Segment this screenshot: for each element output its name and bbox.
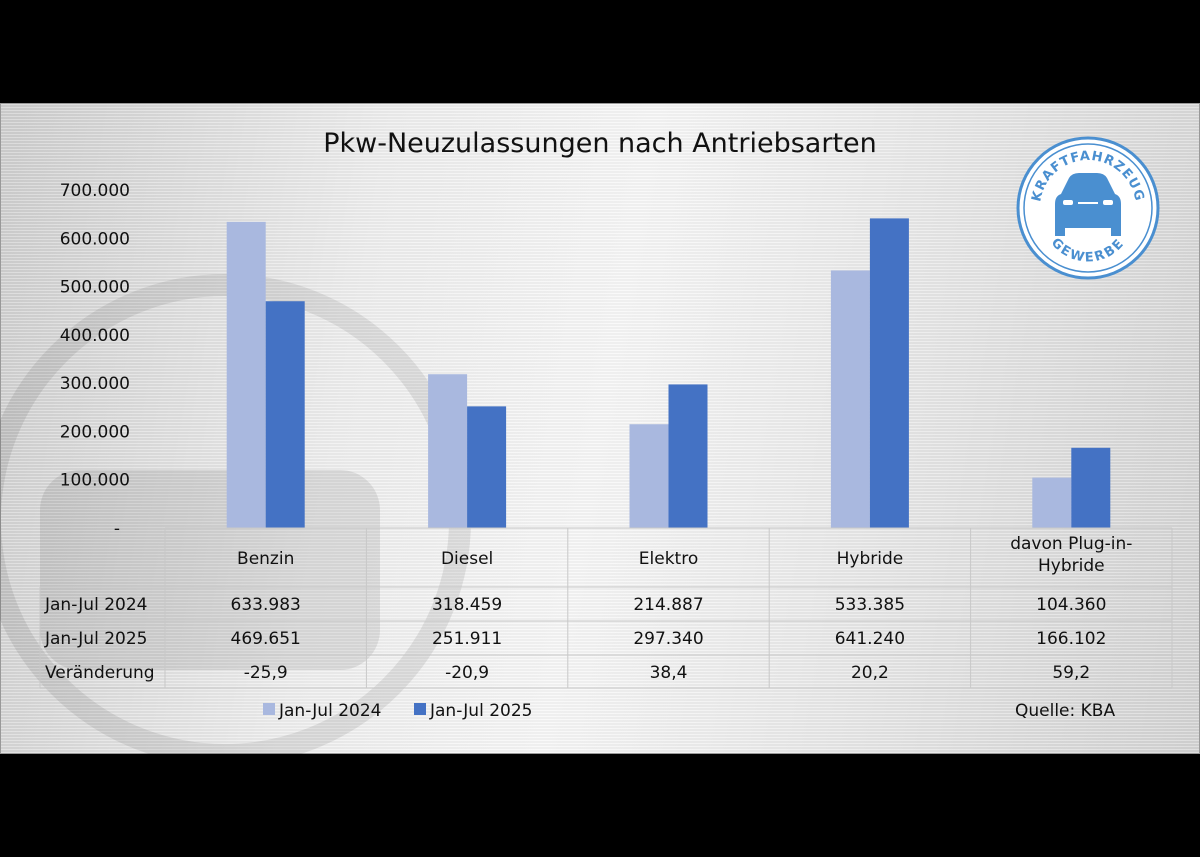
category-label: Benzin: [237, 549, 294, 569]
bar-2024: [226, 221, 266, 529]
y-tick-label: 200.000: [60, 422, 130, 442]
bar-2024: [629, 424, 669, 528]
bar-2024: [1032, 477, 1072, 528]
table-cell: 469.651: [231, 629, 301, 649]
legend-swatch: [263, 703, 275, 715]
table-cell: -20,9: [445, 663, 489, 683]
table-cell: 318.459: [432, 595, 502, 615]
table-cell: 166.102: [1036, 629, 1106, 649]
category-label: Diesel: [441, 549, 493, 569]
row-label: Veränderung: [45, 663, 155, 683]
chart-panel: [0, 103, 1200, 754]
y-tick-label: 100.000: [60, 471, 130, 491]
bar-2025: [869, 218, 909, 528]
row-label: Jan-Jul 2025: [44, 629, 147, 649]
y-tick-label: 700.000: [60, 181, 130, 201]
y-tick-label: 600.000: [60, 229, 130, 249]
table-cell: 20,2: [851, 663, 889, 683]
category-label: Hybride: [1038, 556, 1105, 576]
table-cell: 104.360: [1036, 595, 1106, 615]
y-axis: - 100.000 200.000 300.000 400.000 500.000 600.…: [60, 181, 130, 539]
bar-2025: [1071, 447, 1111, 528]
row-label: Jan-Jul 2024: [44, 595, 147, 615]
category-label: davon Plug-in-: [1010, 534, 1132, 554]
bar-2025: [668, 384, 708, 528]
bar-2024: [428, 374, 468, 528]
table-cell: 214.887: [633, 595, 703, 615]
bar-2025: [265, 301, 305, 528]
table-cell: 297.340: [633, 629, 703, 649]
legend: Jan-Jul 2024 Jan-Jul 2025: [263, 701, 532, 721]
bar-2024: [830, 270, 870, 528]
table-cell: -25,9: [244, 663, 288, 683]
legend-label: Jan-Jul 2024: [278, 701, 381, 721]
y-tick-label: 300.000: [60, 374, 130, 394]
category-label: Hybride: [837, 549, 904, 569]
y-tick-label: 400.000: [60, 326, 130, 346]
logo: KRAFTFAHRZEUG GEWERBE: [1016, 136, 1160, 280]
table-cell: 533.385: [835, 595, 905, 615]
table-cell: 251.911: [432, 629, 502, 649]
car-icon: [1055, 173, 1121, 236]
y-tick-label: -: [114, 519, 120, 539]
bar-2025: [467, 406, 507, 528]
legend-swatch: [414, 703, 426, 715]
table-cell: 633.983: [231, 595, 301, 615]
chart-title: Pkw-Neuzulassungen nach Antriebsarten: [323, 128, 877, 159]
category-label: Elektro: [639, 549, 698, 569]
table-cell: 59,2: [1052, 663, 1090, 683]
bars: [226, 218, 1111, 529]
table-cell: 641.240: [835, 629, 905, 649]
y-tick-label: 500.000: [60, 278, 130, 298]
table-cell: 38,4: [650, 663, 688, 683]
legend-label: Jan-Jul 2025: [429, 701, 532, 721]
source-note: Quelle: KBA: [1015, 701, 1115, 721]
